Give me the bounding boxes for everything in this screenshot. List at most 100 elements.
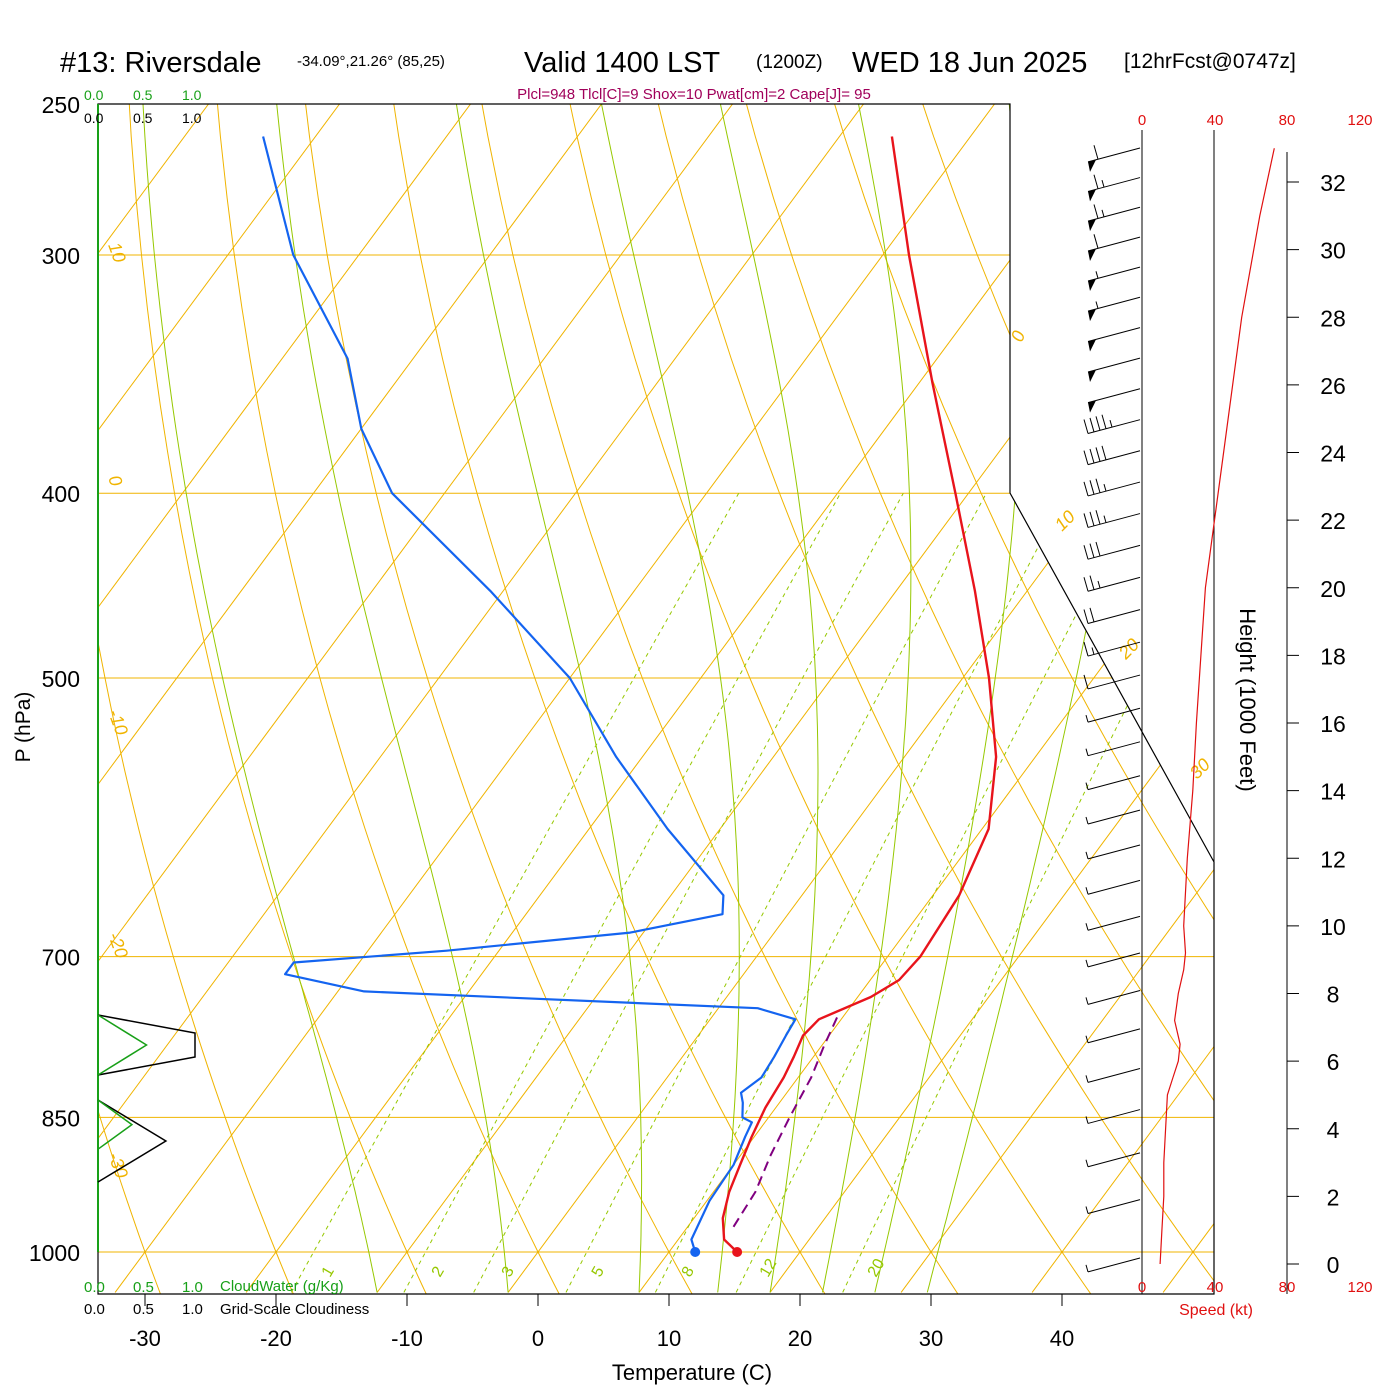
moist-adiabat [455,104,643,1293]
barb-staff [1087,296,1141,312]
wind-barb [1083,478,1141,497]
cloudwater-tick-bottom-1: 0.5 [133,1279,154,1296]
barb-full [1093,145,1099,160]
barb-flag [1088,308,1096,322]
wind-barb [1087,327,1141,352]
barb-staff [1087,809,1141,825]
mixing-ratio-label: 5 [589,1264,608,1280]
wind-barb [1085,1028,1141,1044]
temperature-tick-label: 30 [919,1326,943,1351]
wind-barb [1085,1152,1141,1168]
barb-half [1101,209,1105,217]
x-axis-title: Temperature (C) [612,1360,772,1385]
isotherm-label: -20 [104,930,132,961]
temperature-tick-label: 10 [657,1326,681,1351]
barb-half [1085,1075,1089,1083]
height-tick-label: 32 [1320,170,1346,196]
barb-staff [1087,177,1141,192]
barb-half [1085,997,1089,1005]
barb-staff [1087,481,1141,497]
mixing-ratio-label: 2 [429,1264,448,1280]
barb-full [1089,511,1095,526]
isotherm-label: 10 [104,240,130,266]
dry-adiabat [823,104,1214,1294]
wind-barb [1087,266,1141,291]
wind-barb [1085,879,1141,895]
speed-tick-bottom-0: 0 [1138,1279,1146,1296]
height-tick-label: 26 [1320,373,1346,399]
mixing-ratio-line [290,492,740,1293]
dry-adiabat [98,104,164,1294]
mixing-ratio-line [735,492,1140,1293]
barb-full [1089,543,1095,558]
surface-temperature-dot [732,1247,743,1257]
barb-full [1101,414,1107,429]
y-axis-title: P (hPa) [12,692,35,763]
barb-half [1085,923,1089,931]
temperature-tick-label: -10 [391,1326,423,1351]
cloudiness-tick-top-1: 0.5 [133,110,153,126]
barb-half [1095,301,1099,309]
moist-adiabat [276,104,509,1293]
barb-half [1103,515,1107,523]
wind-barb [1085,1109,1141,1124]
wind-barbs [1083,145,1141,1273]
speed-tick-bottom-1: 40 [1207,1279,1224,1296]
height-tick-label: 0 [1327,1252,1340,1278]
cloudiness-label: Grid-Scale Cloudiness [220,1301,369,1318]
barb-staff [1087,844,1141,860]
barb-flag [1088,339,1096,352]
series-parcel [732,1013,840,1228]
barb-full [1095,447,1101,462]
barb-full [1083,674,1089,690]
barb-flag [1088,369,1096,382]
barb-flag [1088,189,1096,202]
height-tick-label: 16 [1320,711,1346,737]
barb-half [1101,180,1105,188]
barb-half [1085,714,1089,723]
barb-full [1089,448,1095,464]
wind-barb [1087,296,1141,322]
barb-full [1083,577,1089,592]
legend: 0.0 0.5 1.0 0.0 0.5 1.0 0.0 0.5 1.0 Clou… [84,87,369,1318]
barb-flag [1088,248,1096,261]
dry-adiabat [126,104,430,1294]
cloudiness-tick-bottom-0: 0.0 [84,1301,105,1318]
station-title: #13: Riversdale [60,47,262,79]
wind-speed-profile [1159,148,1275,1265]
barb-staff [1087,327,1141,342]
wind-barb [1083,641,1141,657]
cloudiness-tick-bottom-2: 1.0 [182,1301,203,1318]
barb-half [1085,1264,1089,1273]
barb-staff [1087,544,1141,560]
moist-adiabat [719,104,819,1293]
forecast-label: [12hrFcst@0747z] [1124,50,1296,73]
barb-half [1085,782,1089,790]
barb-full [1095,478,1101,493]
wind-speed-panel [1141,130,1275,1294]
stability-params: Plcl=948 Tlcl[C]=9 Shox=10 Pwat[cm]=2 Ca… [517,86,871,103]
mixing-ratio-line [473,492,904,1293]
speed-tick-bottom-2: 80 [1279,1279,1296,1296]
barb-flag [1088,218,1096,232]
barb-staff [1087,879,1141,895]
barb-staff [1087,609,1141,624]
barb-half [1097,580,1101,589]
dry-adiabat [562,104,1096,1294]
barb-staff [1087,147,1141,163]
wind-barb [1087,204,1141,232]
barb-staff [1087,1067,1141,1083]
cloudwater-label: CloudWater (g/Kg) [220,1278,344,1295]
barb-full [1093,234,1099,249]
barb-full [1083,513,1089,528]
barb-full [1083,481,1089,497]
barb-half [1085,887,1089,895]
cloudwater-tick-top-2: 1.0 [182,87,202,103]
barb-full [1095,510,1101,525]
series-temperature [721,136,998,1253]
cloudiness-tick-top-0: 0.0 [84,110,104,126]
isotherm-line [507,104,1214,1293]
barb-half [1085,959,1089,968]
isotherm-line [114,104,1020,1293]
